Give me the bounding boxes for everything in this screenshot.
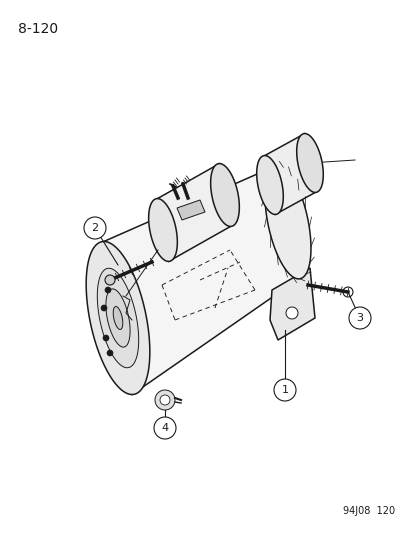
Polygon shape [113,306,123,329]
Circle shape [101,305,107,311]
Circle shape [103,335,109,341]
Circle shape [154,417,176,439]
Polygon shape [149,199,177,261]
Circle shape [84,217,106,239]
Text: 3: 3 [356,313,364,323]
Text: 2: 2 [91,223,99,233]
Circle shape [286,307,298,319]
Polygon shape [104,165,299,394]
Polygon shape [257,156,283,214]
Text: 1: 1 [281,385,288,395]
Text: 8-120: 8-120 [18,22,58,36]
Circle shape [349,307,371,329]
Polygon shape [270,268,315,340]
Circle shape [105,275,115,285]
Text: 4: 4 [161,423,168,433]
Circle shape [160,395,170,405]
Polygon shape [106,289,130,347]
Polygon shape [211,164,239,227]
Polygon shape [297,134,323,192]
Polygon shape [86,241,150,394]
Circle shape [155,390,175,410]
Circle shape [274,379,296,401]
Text: 94J08  120: 94J08 120 [343,506,395,516]
Polygon shape [157,164,231,261]
Polygon shape [97,268,139,368]
Polygon shape [265,134,315,214]
Polygon shape [265,165,311,279]
Circle shape [105,287,111,293]
Polygon shape [177,200,205,220]
Circle shape [107,350,113,356]
